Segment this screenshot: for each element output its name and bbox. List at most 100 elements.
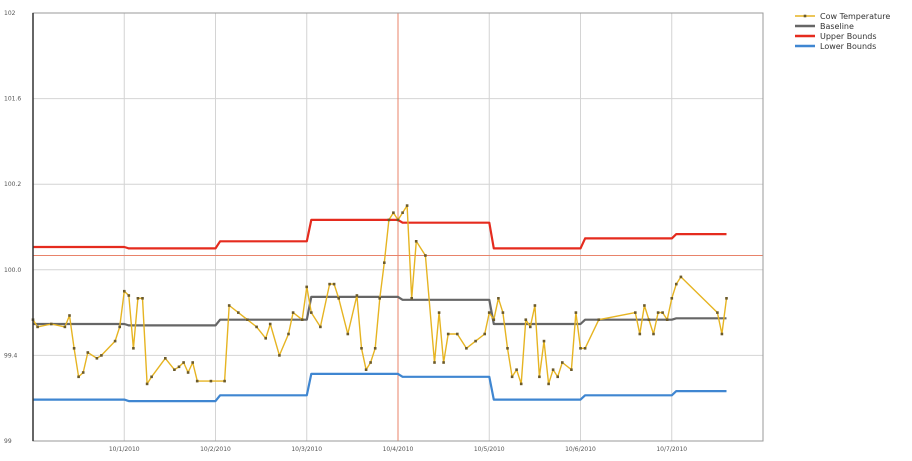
x-tick-label: 10/3/2010 (291, 446, 322, 453)
data-point (465, 347, 468, 350)
data-point (77, 375, 80, 379)
data-point (123, 289, 126, 293)
data-point (529, 325, 532, 329)
data-point (583, 347, 587, 350)
data-point (510, 375, 514, 379)
data-point (656, 311, 660, 314)
data-point (127, 294, 131, 297)
data-point (670, 297, 674, 300)
y-tick-label: 99.4 (4, 352, 18, 359)
data-point (373, 347, 377, 350)
data-point (456, 332, 459, 336)
data-point (63, 325, 67, 329)
data-point (542, 339, 546, 343)
data-point (36, 325, 39, 329)
data-point (237, 311, 240, 314)
data-point (551, 368, 555, 371)
x-tick-label: 10/4/2010 (383, 446, 414, 453)
reference-lines (33, 13, 763, 441)
data-point (634, 311, 637, 314)
data-point (538, 375, 541, 379)
data-point (515, 368, 518, 371)
x-tick-label: 10/6/2010 (565, 446, 596, 453)
data-point (424, 254, 427, 257)
data-point (561, 361, 564, 364)
data-point (223, 379, 226, 383)
data-point (474, 339, 477, 343)
data-point (369, 361, 372, 364)
y-tick-label: 99 (4, 438, 12, 445)
data-point (647, 318, 651, 321)
data-point (191, 361, 194, 364)
data-point (483, 332, 486, 336)
data-point (524, 318, 528, 321)
series-layer (31, 204, 728, 403)
data-point (278, 354, 281, 357)
data-point (145, 382, 149, 386)
data-point (355, 294, 359, 297)
data-point (100, 354, 103, 357)
legend-label-cow-temperature: Cow Temperature (820, 12, 890, 21)
data-point (268, 322, 272, 326)
y-tick-label: 101.6 (4, 96, 21, 103)
data-point (675, 282, 678, 286)
data-point (716, 311, 719, 314)
data-point (136, 297, 140, 300)
data-point (132, 347, 135, 350)
data-point (487, 311, 491, 314)
data-point (319, 325, 322, 329)
data-point (506, 347, 509, 350)
data-point (643, 304, 646, 307)
data-point (332, 282, 336, 286)
data-point (570, 368, 573, 371)
data-point (113, 339, 117, 343)
data-point (68, 314, 71, 317)
data-point (328, 282, 331, 286)
x-tick-label: 10/1/2010 (109, 446, 140, 453)
data-point (720, 332, 724, 336)
data-point (72, 347, 76, 350)
data-point (383, 261, 386, 264)
data-point (182, 361, 185, 364)
series-line-upper-bounds (33, 218, 727, 250)
data-point (547, 382, 550, 386)
legend-label-baseline: Baseline (820, 22, 854, 31)
data-point (725, 297, 728, 300)
data-point (414, 240, 418, 243)
x-tick-label: 10/7/2010 (656, 446, 687, 453)
data-point (300, 318, 304, 321)
data-point (150, 375, 153, 379)
data-point (433, 361, 436, 364)
x-tick-label: 10/5/2010 (474, 446, 505, 453)
data-point (337, 297, 340, 300)
data-point (579, 347, 582, 350)
data-point (287, 332, 290, 336)
data-point (387, 218, 391, 222)
data-point (360, 347, 363, 350)
data-point (195, 379, 199, 383)
data-point (556, 375, 559, 379)
y-tick-label: 100.0 (4, 267, 21, 274)
axis-layer: 99 99.4 100.0 100.2 101.6 102 10/1/2010 10/2/20… (4, 10, 764, 453)
data-point (81, 371, 85, 374)
data-point (264, 337, 267, 340)
data-point (305, 285, 308, 289)
data-point (410, 297, 413, 300)
data-point (209, 379, 213, 383)
data-point (291, 311, 295, 314)
data-point (141, 297, 144, 300)
data-point (227, 304, 231, 307)
data-point (519, 382, 523, 386)
data-point (501, 311, 505, 314)
data-point (378, 297, 381, 300)
data-point (86, 351, 90, 354)
legend-label-lower-bounds: Lower Bounds (820, 42, 876, 51)
data-point (405, 204, 409, 207)
data-point (401, 211, 404, 214)
data-point (246, 318, 249, 321)
data-point (679, 275, 683, 279)
data-point (255, 325, 258, 329)
data-point (396, 218, 400, 222)
